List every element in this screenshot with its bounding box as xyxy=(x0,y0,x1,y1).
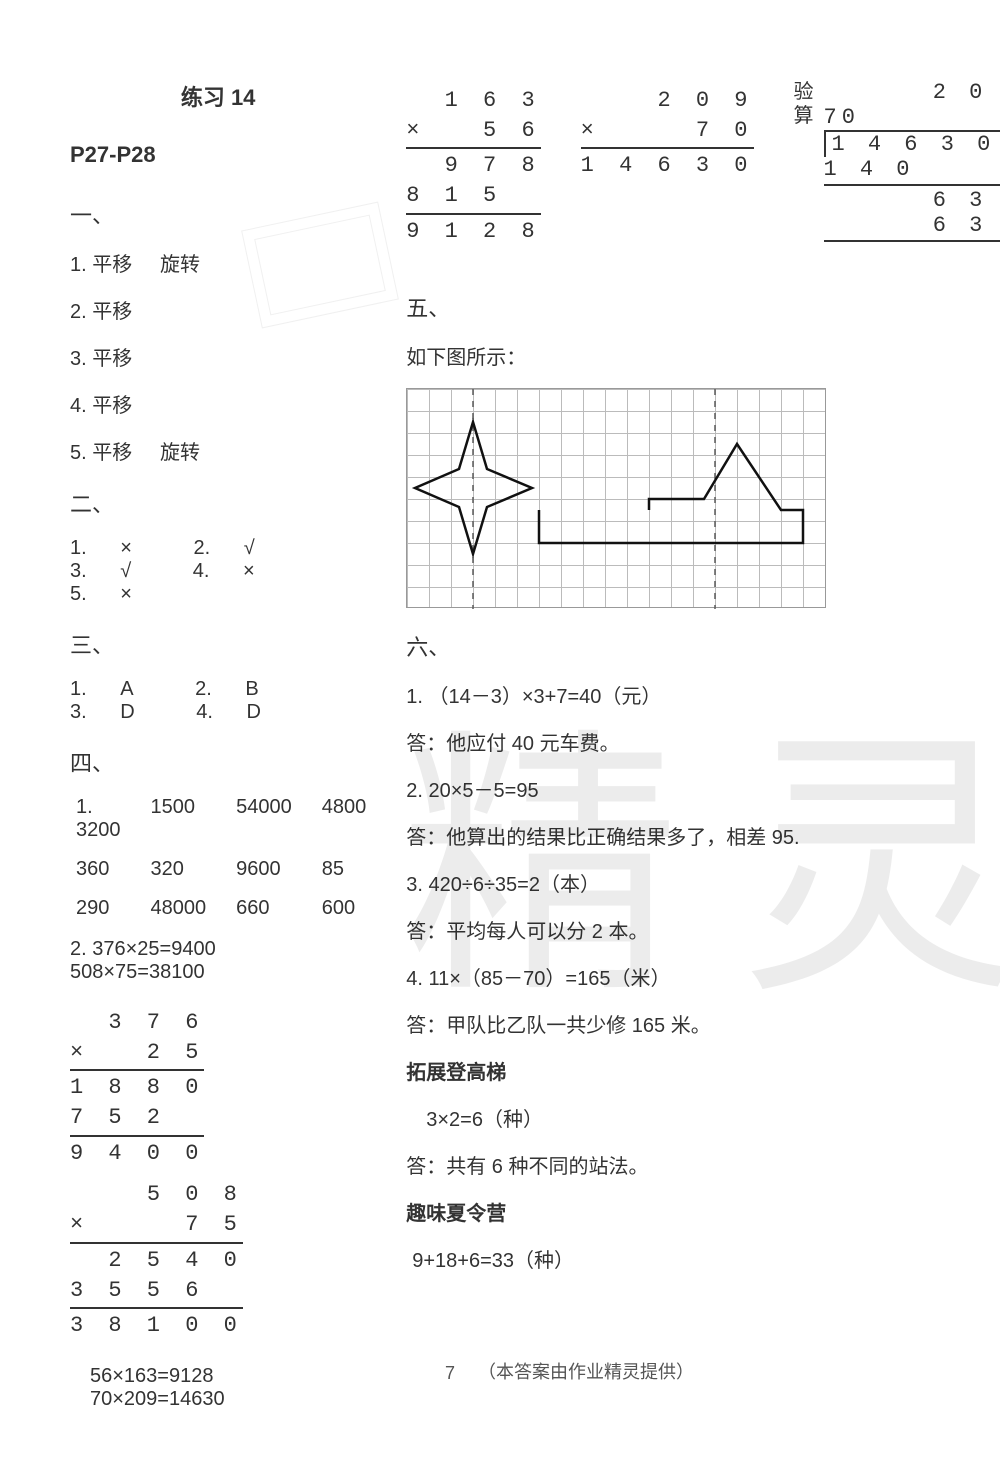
section-5-text: 如下图所示： xyxy=(406,341,1000,370)
vmul-209x70: 2 0 9 × 7 0 1 4 6 3 0 xyxy=(581,86,754,181)
page-range: P27-P28 xyxy=(70,142,366,168)
s3-row: 1. A 2. B 3. D 4. D xyxy=(70,678,366,724)
extension-eq: 3×2=6（种） xyxy=(406,1103,1000,1132)
grid-figure-svg xyxy=(407,389,827,609)
footer-note: （本答案由作业精灵提供） xyxy=(478,1358,694,1384)
verify-label: 验 算 xyxy=(794,80,814,128)
s1-item: 5. 平移 旋转 xyxy=(70,436,366,465)
section-6-head: 六、 xyxy=(406,630,1000,662)
section-6-items: 1. （14－3）×3+7=40（元） 答：他应付 40 元车费。 2. 20×… xyxy=(406,680,1000,1038)
extension-ans: 答：共有 6 种不同的站法。 xyxy=(406,1150,1000,1179)
s2-row: 1. × 2. √ 3. √ 4. × 5. × xyxy=(70,537,366,606)
camp-eq: 9+18+6=33（种） xyxy=(406,1244,1000,1273)
s4-part2-eqs2: 56×163=9128 70×209=14630 xyxy=(70,1365,366,1411)
grid-figure xyxy=(406,388,826,608)
boat-shape xyxy=(539,444,803,543)
exercise-title: 练习 14 xyxy=(70,80,366,112)
s4-part2-eqs: 2. 376×25=9400 508×75=38100 xyxy=(70,938,366,984)
section-2-head: 二、 xyxy=(70,487,366,519)
vmul-376x25: 3 7 6 × 2 5 1 8 8 0 7 5 2 9 4 0 0 xyxy=(70,1008,204,1168)
long-division: 2 0 9 701 4 6 3 0 1 4 0 6 3 0 6 3 0 0 xyxy=(824,80,1000,269)
section-3-head: 三、 xyxy=(70,628,366,660)
s1-item: 4. 平移 xyxy=(70,389,366,418)
right-column: 1 6 3 × 5 6 9 7 8 8 1 5 9 1 2 8 2 0 9 × … xyxy=(406,80,1000,1429)
section-4-head: 四、 xyxy=(70,746,366,778)
page-number: 7 xyxy=(445,1363,455,1384)
section-5-head: 五、 xyxy=(406,291,1000,323)
s4-part1-grid: 1. 3200 1500 54000 4800 360 320 9600 85 … xyxy=(76,796,366,920)
top-calc-area: 1 6 3 × 5 6 9 7 8 8 1 5 9 1 2 8 2 0 9 × … xyxy=(406,80,1000,269)
page: 练习 14 P27-P28 一、 1. 平移 旋转 2. 平移 3. 平移 4.… xyxy=(0,0,1000,1469)
vmul-163x56: 1 6 3 × 5 6 9 7 8 8 1 5 9 1 2 8 xyxy=(406,86,540,246)
extension-head: 拓展登高梯 xyxy=(406,1056,1000,1085)
vmul-508x75: 5 0 8 × 7 5 2 5 4 0 3 5 5 6 3 8 1 0 0 xyxy=(70,1180,243,1340)
camp-head: 趣味夏令营 xyxy=(406,1197,1000,1226)
vertical-mults-1: 3 7 6 × 2 5 1 8 8 0 7 5 2 9 4 0 0 5 0 8 … xyxy=(70,1002,366,1347)
s1-item: 3. 平移 xyxy=(70,342,366,371)
